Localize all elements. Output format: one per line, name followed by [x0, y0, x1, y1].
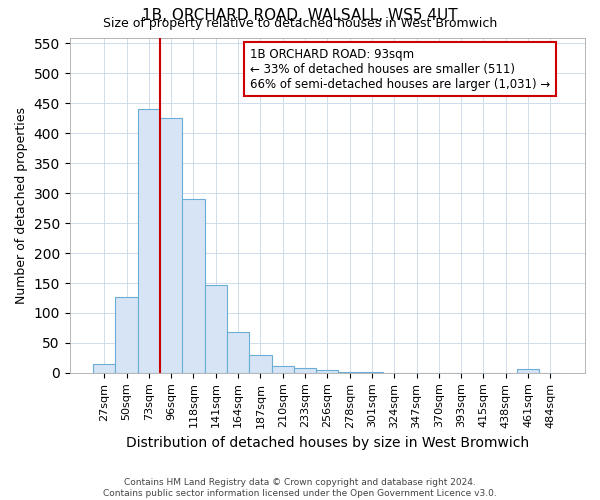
Bar — [160, 118, 182, 373]
Bar — [205, 285, 227, 373]
Bar — [93, 364, 115, 373]
Y-axis label: Number of detached properties: Number of detached properties — [15, 106, 28, 304]
Bar — [249, 356, 272, 373]
Bar — [338, 372, 361, 373]
Bar — [517, 369, 539, 373]
Bar — [316, 370, 338, 373]
Bar — [115, 297, 137, 373]
X-axis label: Distribution of detached houses by size in West Bromwich: Distribution of detached houses by size … — [126, 436, 529, 450]
Bar — [182, 198, 205, 373]
Text: Size of property relative to detached houses in West Bromwich: Size of property relative to detached ho… — [103, 18, 497, 30]
Bar — [361, 372, 383, 373]
Text: Contains HM Land Registry data © Crown copyright and database right 2024.
Contai: Contains HM Land Registry data © Crown c… — [103, 478, 497, 498]
Bar — [137, 110, 160, 373]
Bar — [272, 366, 294, 373]
Bar — [294, 368, 316, 373]
Text: 1B, ORCHARD ROAD, WALSALL, WS5 4UT: 1B, ORCHARD ROAD, WALSALL, WS5 4UT — [142, 8, 458, 22]
Text: 1B ORCHARD ROAD: 93sqm
← 33% of detached houses are smaller (511)
66% of semi-de: 1B ORCHARD ROAD: 93sqm ← 33% of detached… — [250, 48, 550, 90]
Bar — [227, 332, 249, 373]
